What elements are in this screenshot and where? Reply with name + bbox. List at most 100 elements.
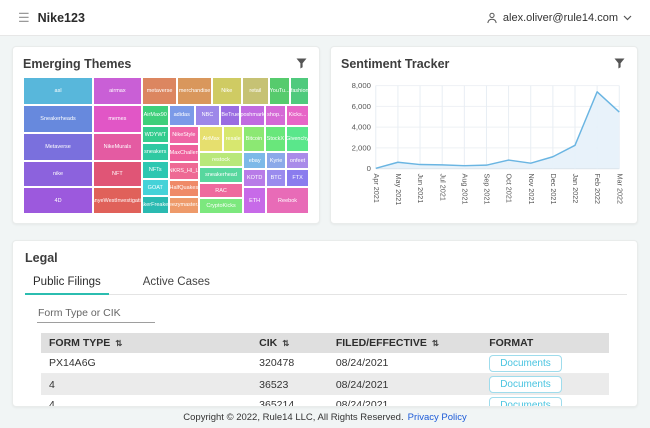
treemap-tile[interactable]: BeTrue — [220, 105, 241, 126]
treemap-tile[interactable]: GOAT — [141, 179, 169, 197]
documents-button[interactable]: Documents — [489, 396, 562, 406]
treemap-tile[interactable]: Nike — [211, 77, 242, 106]
cik-cell: 320478 — [259, 357, 295, 369]
svg-text:Dec 2021: Dec 2021 — [549, 174, 558, 205]
treemap-tile[interactable]: onfeet — [286, 151, 309, 170]
treemap-tile[interactable]: merchandise — [177, 77, 212, 106]
treemap-tile[interactable]: YouTu... — [268, 77, 291, 106]
column-header[interactable]: FORM TYPE ⇅ — [49, 337, 123, 349]
treemap-tile[interactable]: sneakers — [141, 143, 169, 162]
table-header-row: FORM TYPE ⇅ CIK ⇅ FILED/EFFECTIVE ⇅ FORMAT — [41, 333, 609, 353]
format-cell: Documents — [481, 354, 609, 372]
treemap-tile[interactable]: shop... — [264, 105, 287, 126]
treemap-tile[interactable]: Kyrie — [266, 151, 287, 170]
sort-icon[interactable]: ⇅ — [431, 338, 439, 348]
treemap-tile[interactable]: metaverse — [141, 77, 178, 106]
treemap-tile[interactable]: StockX — [264, 125, 287, 152]
treemap-tile[interactable]: 4D — [23, 187, 94, 214]
documents-button[interactable]: Documents — [489, 354, 562, 372]
treemap-tile[interactable]: ETH — [243, 187, 267, 214]
user-email: alex.oliver@rule14.com — [502, 11, 618, 24]
treemap-tile[interactable]: airmax — [93, 77, 142, 106]
documents-button[interactable]: Documents — [489, 376, 562, 393]
tab-public-filings[interactable]: Public Filings — [25, 273, 109, 295]
treemap-tile[interactable]: ebay — [243, 151, 267, 170]
hamburger-menu-icon[interactable]: ☰ — [18, 10, 30, 25]
filings-table: FORM TYPE ⇅ CIK ⇅ FILED/EFFECTIVE ⇅ FORMAT PX14… — [41, 333, 609, 407]
form-type-cell: 4 — [49, 378, 55, 391]
form-type-cik-input[interactable] — [37, 304, 155, 323]
user-icon — [486, 12, 498, 24]
form-type-cell: 4 — [49, 399, 55, 407]
filter-icon[interactable] — [612, 56, 627, 71]
treemap-tile[interactable]: AirMax — [198, 125, 224, 152]
treemap-tile[interactable]: yeezymaster... — [168, 196, 199, 214]
legal-card: Legal Public Filings Active Cases FORM T… — [12, 240, 638, 407]
treemap-tile[interactable]: KOTD — [243, 169, 267, 188]
treemap-tile[interactable]: Metaverse — [23, 133, 94, 161]
filter-icon[interactable] — [294, 56, 309, 71]
sort-icon[interactable]: ⇅ — [115, 338, 123, 348]
treemap-tile[interactable]: NFT — [93, 160, 142, 188]
treemap-tile[interactable]: Sneakerheads — [23, 105, 94, 134]
treemap-tile[interactable]: CryptoKicks — [198, 198, 244, 214]
treemap-tile[interactable]: NBC — [194, 105, 221, 126]
svg-text:Jul 2021: Jul 2021 — [438, 174, 447, 201]
treemap-tile[interactable]: fashion — [290, 77, 309, 106]
treemap-tile[interactable]: sneakerhead — [198, 167, 244, 184]
filed-effective-cell: 08/24/2021 — [335, 399, 389, 407]
svg-text:Mar 2022: Mar 2022 — [615, 174, 624, 205]
treemap-tile[interactable]: Givenchy — [286, 125, 309, 152]
svg-text:Jun 2021: Jun 2021 — [416, 174, 425, 204]
table-row: 4 365214 08/24/2021 Documents — [41, 395, 609, 407]
treemap-tile[interactable]: FTX — [286, 169, 309, 188]
svg-text:Jan 2022: Jan 2022 — [571, 174, 580, 204]
svg-text:Feb 2022: Feb 2022 — [593, 174, 602, 205]
table-row: PX14A6G 320478 08/24/2021 Documents — [41, 353, 609, 374]
sentiment-tracker-card: Sentiment Tracker 0 2,000 4,000 6,000 8,000 A… — [330, 46, 638, 224]
svg-text:Oct 2021: Oct 2021 — [505, 174, 514, 203]
treemap-tile[interactable]: AirMaxChallenge — [168, 144, 199, 162]
format-cell: Documents — [481, 376, 609, 393]
treemap-tile[interactable]: poshmark — [240, 105, 265, 126]
column-header[interactable]: CIK ⇅ — [259, 337, 290, 349]
legal-title: Legal — [25, 251, 58, 265]
treemap-tile[interactable]: AirMax90 — [141, 105, 169, 126]
svg-text:Aug 2021: Aug 2021 — [460, 174, 469, 205]
table-row: 4 36523 08/24/2021 Documents — [41, 374, 609, 395]
treemap-tile[interactable]: NikeStyle — [168, 125, 199, 145]
treemap-tile[interactable]: Kicks... — [286, 105, 309, 126]
treemap-tile[interactable]: Bitcoin — [243, 125, 265, 152]
tab-active-cases[interactable]: Active Cases — [142, 276, 210, 288]
treemap-tile[interactable]: retail — [241, 77, 269, 106]
treemap-tile[interactable]: nike — [23, 160, 94, 188]
treemap-tile[interactable]: restock — [198, 151, 244, 168]
treemap-tile[interactable]: RAC — [198, 183, 244, 199]
treemap-tile[interactable]: asl — [23, 77, 94, 106]
column-header: FORMAT — [489, 337, 534, 349]
treemap-tile[interactable]: SneakerFreakerTalk — [141, 196, 169, 214]
user-menu[interactable]: alex.oliver@rule14.com — [486, 12, 632, 24]
sort-icon[interactable]: ⇅ — [282, 338, 290, 348]
treemap-tile[interactable]: BTC — [266, 169, 287, 188]
svg-text:6,000: 6,000 — [352, 102, 371, 111]
svg-text:8,000: 8,000 — [352, 81, 371, 90]
svg-text:0: 0 — [367, 164, 371, 173]
legal-tabs: Public Filings Active Cases — [25, 273, 627, 295]
treemap-tile[interactable]: KanyeWestInvestigation — [93, 187, 142, 214]
treemap-tile[interactable]: NikeMurals — [93, 133, 142, 161]
treemap-tile[interactable]: HalfQuakes — [168, 179, 199, 197]
treemap-tile[interactable]: SNKRS_HI_LO — [168, 161, 199, 180]
brand-title: Nike123 — [37, 10, 85, 25]
treemap-tile[interactable]: WDYWT — [141, 125, 169, 144]
form-type-cell: PX14A6G — [49, 357, 96, 369]
themes-treemap: asl Sneakerheads Metaverse nike 4D airmax meme… — [23, 77, 309, 214]
treemap-tile[interactable]: Reebok — [266, 187, 309, 214]
privacy-policy-link[interactable]: Privacy Policy — [407, 412, 467, 423]
column-header[interactable]: FILED/EFFECTIVE ⇅ — [335, 337, 439, 349]
treemap-tile[interactable]: memes — [93, 105, 142, 134]
treemap-tile[interactable]: resale — [223, 125, 244, 152]
cik-cell: 36523 — [259, 378, 289, 391]
treemap-tile[interactable]: NFTs — [141, 161, 169, 180]
treemap-tile[interactable]: adidas — [168, 105, 195, 126]
